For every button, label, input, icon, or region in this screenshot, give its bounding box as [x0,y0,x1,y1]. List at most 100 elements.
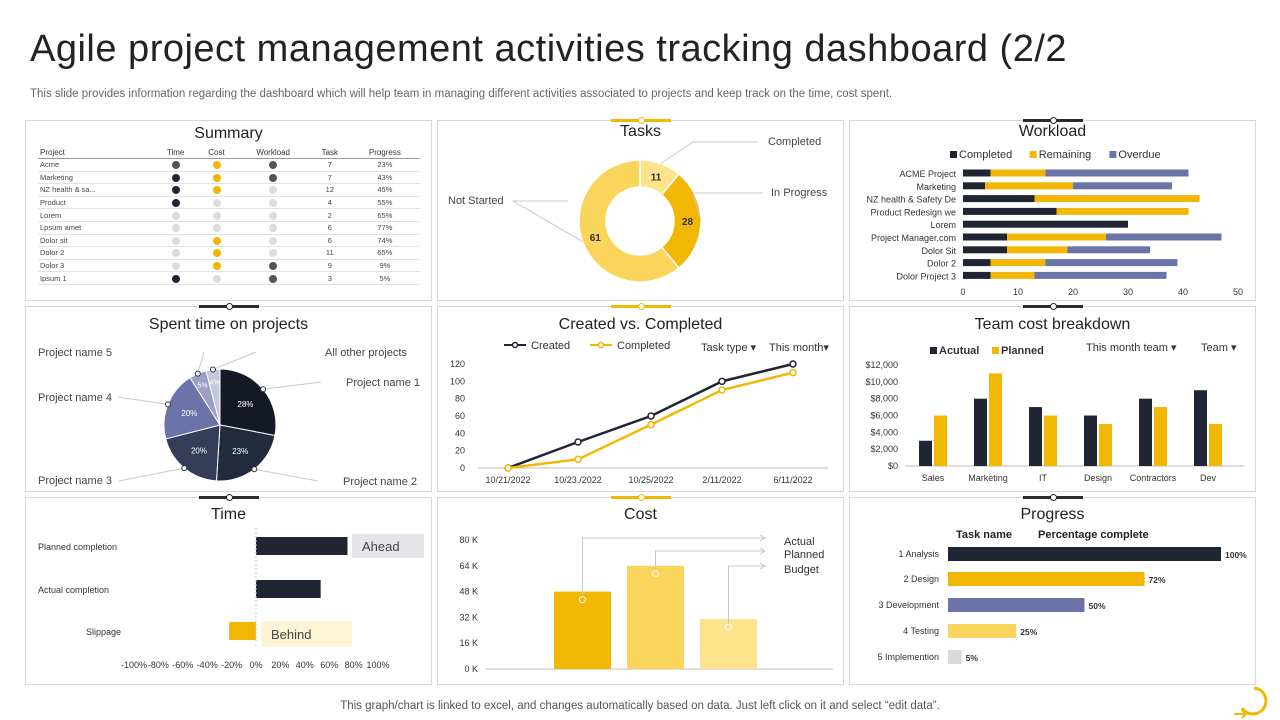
teamcost-tick-label: $12,000 [865,360,898,370]
panel-tab-dot [1049,117,1057,124]
workload-bar [1067,246,1150,254]
cost-dot [212,274,221,283]
spent-leader-dot [164,401,171,408]
teamcost-bar [1099,423,1112,466]
time-tick-label: 100% [366,660,389,670]
table-row: Lpsum amet 6 77% [38,221,420,235]
progress-bar [948,547,1221,561]
workload-legend-swatch [950,151,957,158]
tasks-value-label: 11 [651,172,662,183]
teamcost-bar [1154,407,1167,466]
spent-legend-label: Project name 3 [38,475,112,487]
cost-dot-cell [196,183,237,197]
workload-category-label: Dolor 2 [927,259,956,269]
created-category-label: 10/21/2022 [485,475,530,485]
cost-dot [212,249,221,258]
footer-note: This graph/chart is linked to excel, and… [340,700,940,712]
progress-value-label: 25% [1020,627,1037,637]
panel-tab-dot [1049,494,1057,501]
cost-dot [212,224,221,233]
time-tick-label: -100% [121,660,147,670]
progress-cell: 9% [349,259,420,273]
progress-cell: 77% [349,221,420,235]
time-category-label: Actual completion [38,585,109,595]
table-row: NZ health & sa... 12 45% [38,183,420,197]
tasks-leader-line [692,192,763,222]
time-dot [171,249,180,258]
behind-label: Behind [271,627,311,642]
spent-leader-line [117,396,169,405]
spent-value-label: 20% [181,409,197,418]
progress-cell: 74% [349,234,420,248]
time-bar [229,622,256,640]
task-cell: 4 [309,196,350,210]
time-tick-label: -60% [172,660,193,670]
workload-bar [1056,207,1189,215]
spent-time-panel: Spent time on projects 28% 23% 20% 20% 5% 4% P… [25,303,432,492]
workload-dot [269,173,278,182]
workload-dot-cell [236,234,310,248]
page-title: Agile project management activities trac… [30,28,1068,70]
time-tick-label: 60% [320,660,338,670]
cost-bar [627,565,684,669]
workload-bar-chart: Completed Remaining Overdue ACME Project Mar… [866,149,1243,297]
workload-dot [269,224,278,233]
workload-bar [1034,195,1200,203]
progress-cell: 5% [349,271,420,285]
panel-tab-dot [225,303,233,310]
created-legend-label: Completed [617,340,670,352]
progress-cell: 23% [349,158,420,172]
project-cell: Lorem [38,208,155,222]
cost-dot-cell [196,196,237,210]
task-cell: 3 [309,271,350,285]
team-cost-panel: Team cost breakdown $0 $2,000 $4,000 $6,000… [849,303,1256,492]
tasks-value-label: 28 [682,217,694,228]
ahead-badge [352,534,424,558]
task-type-filter: Task type ▾ [701,342,757,354]
workload-bar [1045,259,1178,267]
time-dot-cell [154,246,197,260]
teamcost-bar [919,440,932,466]
workload-tick-label: 40 [1178,287,1188,297]
time-dot [171,199,180,208]
cost-tick-label: 80 K [459,535,478,545]
task-cell: 12 [309,183,350,197]
cost-tick-label: 16 K [459,638,478,648]
table-row: Product 4 55% [38,196,420,210]
summary-column-header: Progress [349,147,420,159]
created-category-label: 10/25/2022 [628,475,673,485]
project-cell: Product [38,196,155,210]
workload-tick-label: 10 [1013,287,1023,297]
project-cell: Dolor 2 [38,246,155,260]
time-tick-label: -80% [148,660,169,670]
workload-bar [963,246,1007,254]
workload-dot [269,236,278,245]
summary-table: Project Time Cost Workload Task Progress Acme… [38,147,420,285]
page-subtitle: This slide provides information regardin… [30,88,893,100]
task-cell: 11 [309,246,350,260]
progress-value-label: 50% [1089,601,1106,611]
month-team-filter: This month team ▾ [1086,342,1177,354]
table-row: Lorem 2 65% [38,208,420,222]
progress-panel: Progress Task name Percentage complete 1 A… [849,494,1256,685]
cost-marker [725,623,732,631]
cost-leader-line [655,550,764,571]
workload-title: Workload [1018,123,1087,140]
workload-category-label: ACME Project [899,169,956,179]
teamcost-bar [1044,415,1057,466]
cost-dot-cell [196,259,237,273]
workload-bar [990,169,1046,177]
workload-dot [269,211,278,220]
created-point [574,438,582,446]
project-cell: NZ health & sa... [38,183,155,197]
created-point [789,360,797,368]
behind-badge [261,621,352,647]
spent-legend-label: All other projects [325,347,407,359]
progress-value-label: 72% [1149,575,1166,585]
cost-legend-label: Actual [784,536,815,548]
workload-legend-label: Overdue [1118,149,1160,161]
created-completed-line-chart: 0 20 40 60 80 100 120 10/21/2022 10/23./2022 10/2… [450,340,829,485]
cost-dot [212,236,221,245]
team-cost-bar-chart: $0 $2,000 $4,000 $6,000 $8,000 $10,000 $12,000… [865,342,1245,483]
